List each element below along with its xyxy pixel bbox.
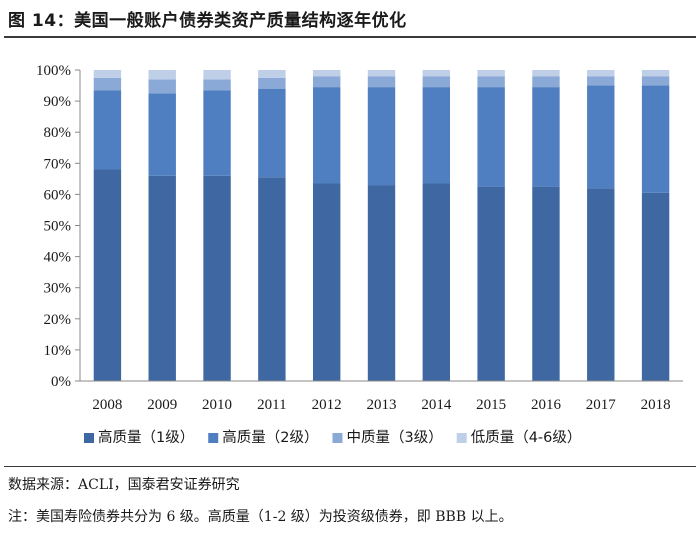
legend-item-4: 低质量（4-6级） [456,429,582,446]
stacked-bar-chart: 0%10%20%30%40%50%60%70%80%90%100% 2008 20… [36,63,683,446]
bar-segment-2014-s3 [422,76,451,88]
legend-swatch [456,433,467,443]
y-tick-label: 30% [44,281,72,297]
bar-stack-2010 [203,70,231,381]
bar-segment-2015-s4 [477,70,505,77]
bar-segment-2009-s1 [148,175,176,381]
bar-segment-2018-s1 [641,192,670,381]
legend: 高质量（1级） 高质量（2级） 中质量（3级） 低质量（4-6级） [84,429,581,446]
bar-segment-2015-s1 [477,186,505,381]
bar-segment-2010-s2 [203,90,231,176]
x-tick-label: 2008 [92,397,122,413]
footnote: 注：美国寿险债券共分为 6 级。高质量（1-2 级）为投资级债券，即 BBB 以… [8,509,513,525]
y-tick-label: 10% [44,343,72,359]
x-tick-label: 2011 [257,397,286,413]
bar-segment-2012-s2 [312,87,341,184]
x-tick-label: 2017 [586,397,617,413]
legend-swatch [84,433,94,443]
y-tick-label: 60% [44,187,72,203]
legend-swatch [332,433,343,443]
x-tick-label: 2013 [367,397,397,413]
bar-segment-2008-s1 [93,169,122,381]
footer-rule [4,466,696,467]
x-tick-label: 2012 [312,397,342,413]
bar-stack-2008 [93,70,122,381]
y-tick-label: 20% [44,312,72,328]
legend-label: 高质量（2级） [222,429,318,446]
bar-segment-2009-s3 [148,79,176,94]
bar-segment-2010-s4 [203,70,231,80]
legend-label: 高质量（1级） [98,429,194,446]
bar-stack-2011 [258,70,286,381]
y-tick-label: 0% [51,374,71,390]
bar-stack-2013 [367,70,396,381]
legend-label: 中质量（3级） [346,429,442,446]
bar-segment-2018-s2 [641,85,670,193]
x-tick-label: 2009 [147,397,177,413]
bar-segment-2017-s4 [587,70,615,77]
bar-segment-2016-s2 [532,87,560,187]
bar-segment-2010-s1 [203,175,231,381]
bar-segment-2013-s3 [367,76,396,88]
bar-segment-2017-s1 [587,188,615,381]
legend-swatch [208,433,219,443]
y-tick-label: 50% [44,219,72,235]
x-tick-label: 2016 [531,397,562,413]
bar-segment-2016-s1 [532,186,560,381]
bar-segment-2008-s2 [93,90,122,170]
bar-segment-2013-s1 [367,185,396,381]
bar-segment-2014-s1 [422,183,451,381]
bar-stack-2015 [477,70,505,381]
bar-segment-2011-s2 [258,88,286,178]
title-rule [4,36,696,38]
bar-segment-2016-s3 [532,76,560,88]
bar-stack-2018 [641,70,670,381]
bar-stack-2017 [587,70,615,381]
y-tick-label: 70% [44,156,72,172]
bar-segment-2008-s4 [93,70,122,78]
y-tick-label: 90% [44,94,72,110]
bar-stack-2016 [532,70,560,381]
x-tick-label: 2010 [202,397,232,413]
bar-segment-2017-s2 [587,85,615,189]
bar-stack-2014 [422,70,451,381]
y-tick-label: 100% [36,63,71,79]
bar-segment-2015-s2 [477,87,505,187]
bar-segment-2008-s3 [93,77,122,91]
bar-segment-2018-s3 [641,76,670,86]
bars [93,70,670,381]
x-tick-label: 2015 [476,397,506,413]
bar-segment-2011-s4 [258,70,286,78]
x-tick-label: 2018 [641,397,671,413]
bar-segment-2014-s4 [422,70,451,77]
x-tick-label: 2014 [421,397,452,413]
bar-segment-2011-s3 [258,77,286,89]
y-tick-label: 80% [44,125,72,141]
bar-stack-2012 [312,70,341,381]
bar-segment-2011-s1 [258,177,286,381]
y-tick-label: 40% [44,250,72,266]
bar-segment-2009-s2 [148,93,176,176]
figure-title: 图 14：美国一般账户债券类资产质量结构逐年优化 [8,11,407,31]
bar-segment-2013-s2 [367,87,396,186]
y-axis: 0% 10% 20% 30% 40% 50% 60% 70% 80% 90% 100% [36,63,81,390]
bar-segment-2012-s4 [312,70,341,77]
bar-segment-2017-s3 [587,76,615,86]
legend-item-1: 高质量（1级） [84,429,194,446]
bar-segment-2012-s3 [312,76,341,88]
bar-segment-2010-s3 [203,79,231,91]
bar-segment-2015-s3 [477,76,505,88]
legend-item-2: 高质量（2级） [208,429,318,446]
bar-segment-2009-s4 [148,70,176,80]
bar-stack-2009 [148,70,176,381]
source-note: 数据来源：ACLI，国泰君安证券研究 [8,477,240,493]
bar-segment-2018-s4 [641,70,670,77]
x-axis: 2008 2009 2010 2011 2012 2013 2014 2015 2016 2017… [80,380,683,413]
bar-segment-2013-s4 [367,70,396,77]
legend-label: 低质量（4-6级） [471,429,582,446]
bar-segment-2014-s2 [422,87,451,184]
bar-segment-2012-s1 [312,183,341,381]
legend-item-3: 中质量（3级） [332,429,443,446]
bar-segment-2016-s4 [532,70,560,77]
